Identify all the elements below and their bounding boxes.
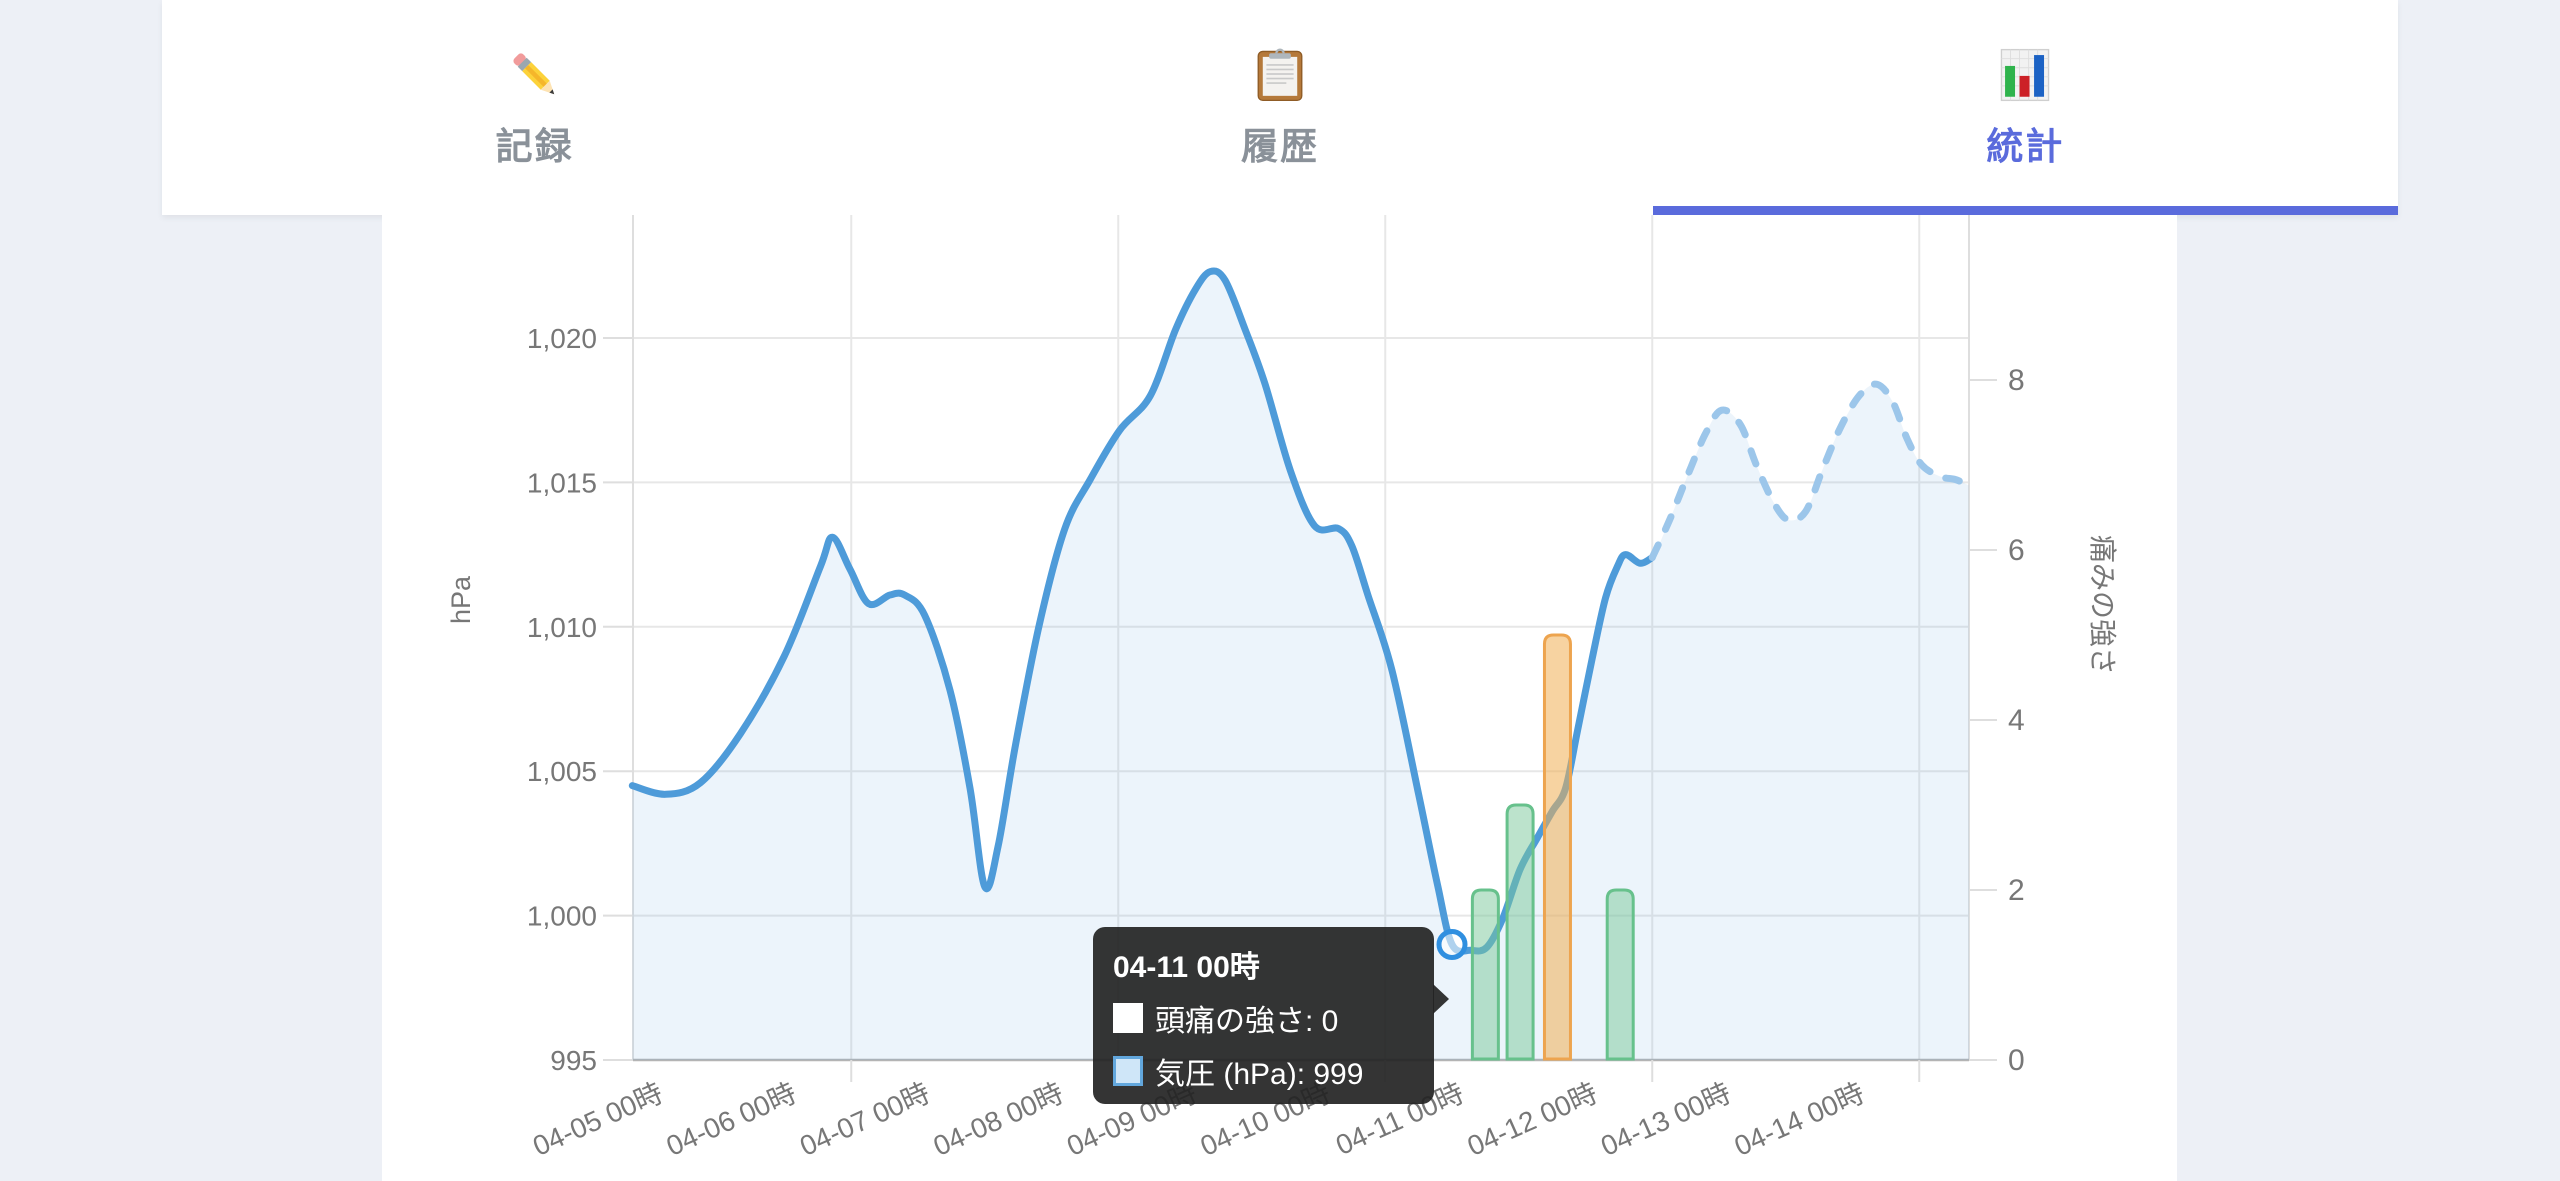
svg-text:6: 6 — [2008, 534, 2025, 567]
svg-text:0: 0 — [2008, 1044, 2025, 1077]
svg-text:1,000: 1,000 — [527, 901, 597, 932]
tooltip-row-headache-text: 頭痛の強さ: 0 — [1155, 1005, 1339, 1038]
svg-text:4: 4 — [2008, 704, 2025, 737]
pressure-forecast-line — [1648, 380, 1973, 561]
pressure-pain-chart[interactable]: 995 1,000 1,005 1,010 1,015 1,020 0 2 4 6 8 04-05 0… — [382, 215, 2177, 1181]
pressure-area-fill — [632, 270, 1969, 1060]
active-tab-underline — [1652, 206, 2398, 215]
left-axis-title: hPa — [446, 575, 476, 624]
svg-text:04-06 00時: 04-06 00時 — [662, 1077, 801, 1162]
tab-record[interactable]: 記録 — [162, 0, 907, 215]
gridlines — [633, 215, 1969, 1060]
svg-text:995: 995 — [550, 1045, 597, 1076]
svg-text:04-12 00時: 04-12 00時 — [1463, 1077, 1602, 1162]
svg-text:2: 2 — [2008, 874, 2025, 907]
svg-text:04-05 00時: 04-05 00時 — [528, 1077, 667, 1162]
tooltip-row-pressure-text: 気圧 (hPa): 999 — [1155, 1058, 1364, 1091]
svg-text:04-07 00時: 04-07 00時 — [795, 1077, 934, 1162]
tab-history-label: 履歴 — [1240, 125, 1319, 167]
tooltip-caret — [1433, 984, 1449, 1014]
tab-stats-label: 統計 — [1986, 125, 2065, 167]
bar-chart-icon — [2001, 48, 2050, 101]
pain-bar[interactable] — [1605, 888, 1635, 1061]
tab-history[interactable]: 履歴 — [907, 0, 1652, 215]
tooltip-row-pressure: 気圧 (hPa): 999 — [1113, 1049, 1414, 1093]
right-axis-title: 痛みの強さ — [2087, 535, 2118, 675]
pencil-icon — [513, 52, 554, 94]
svg-text:1,020: 1,020 — [527, 323, 597, 354]
svg-text:1,015: 1,015 — [527, 467, 597, 498]
pain-bar[interactable] — [1505, 803, 1535, 1061]
tooltip-title: 04-11 00時 — [1113, 951, 1260, 984]
hovered-point-marker[interactable] — [1436, 928, 1468, 960]
svg-text:04-14 00時: 04-14 00時 — [1730, 1077, 1869, 1162]
pressure-series-swatch — [1113, 1056, 1143, 1086]
tab-record-label: 記録 — [495, 125, 574, 167]
pressure-line — [628, 267, 1656, 955]
svg-text:04-08 00時: 04-08 00時 — [929, 1077, 1068, 1162]
svg-text:1,010: 1,010 — [527, 612, 597, 643]
clipboard-icon — [1257, 48, 1303, 101]
headache-series-swatch — [1113, 1003, 1143, 1033]
svg-text:1,005: 1,005 — [527, 756, 597, 787]
tab-stats[interactable]: 統計 — [1652, 0, 2398, 215]
tab-bar: 記録 履歴 — [162, 0, 2398, 215]
pain-bar[interactable] — [1542, 633, 1572, 1061]
chart-tooltip: 04-11 00時 頭痛の強さ: 0 気圧 (hPa): 999 — [1093, 927, 1449, 1104]
svg-text:8: 8 — [2008, 364, 2025, 397]
tooltip-row-headache: 頭痛の強さ: 0 — [1113, 996, 1414, 1040]
pain-bar[interactable] — [1470, 888, 1500, 1061]
pain-bars[interactable] — [1470, 633, 1635, 1061]
svg-text:04-13 00時: 04-13 00時 — [1596, 1077, 1735, 1162]
